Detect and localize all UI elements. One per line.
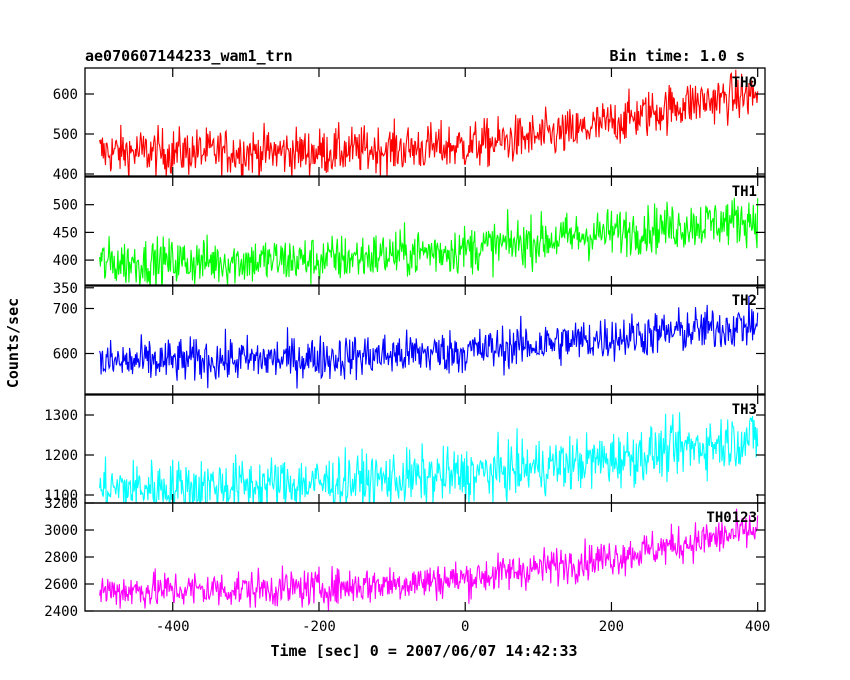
observation-id-title: ae070607144233_wam1_trn xyxy=(85,47,293,65)
panel-th3: 1100 1200 1300 TH3 xyxy=(44,394,766,504)
y-tick-label: 2400 xyxy=(44,604,78,620)
y-tick-label: 600 xyxy=(53,87,78,103)
y-tick-label: 2800 xyxy=(44,550,78,566)
panel-frame xyxy=(84,285,766,395)
panel-th0: 400 500 600 TH0 xyxy=(53,67,766,183)
y-tick-label: 3200 xyxy=(44,496,78,512)
series-line-th0123 xyxy=(99,508,759,611)
y-tick-label: 600 xyxy=(53,347,78,363)
panel-th1: 350 400 450 500 TH1 xyxy=(53,176,766,297)
y-tick-label: 2600 xyxy=(44,577,78,593)
y-tick-label: 500 xyxy=(53,198,78,214)
x-tick-label: 200 xyxy=(599,619,624,635)
y-tick-label: 450 xyxy=(53,225,78,241)
series-line-th0 xyxy=(99,69,759,176)
y-tick-label: 350 xyxy=(53,281,78,297)
x-tick-label: -400 xyxy=(156,619,190,635)
x-tick-label: 0 xyxy=(461,619,469,635)
series-line-th3 xyxy=(99,412,759,503)
x-tick-label: 400 xyxy=(745,619,770,635)
panel-frame xyxy=(84,67,766,177)
panel-th2: 600 700 TH2 xyxy=(53,285,766,395)
panel-th0123: 2400 2600 2800 3000 3200 -400 -200 0 200 400 TH012… xyxy=(44,496,770,635)
panel-label-th0123: TH0123 xyxy=(706,510,757,526)
bin-time-label: Bin time: 1.0 s xyxy=(610,47,745,65)
panel-label-th1: TH1 xyxy=(732,184,757,200)
y-tick-label: 1100 xyxy=(44,488,78,504)
panel-frame xyxy=(84,176,766,286)
y-axis-label: Counts/sec xyxy=(4,298,22,388)
panel-label-th0: TH0 xyxy=(732,75,757,91)
series-line-th1 xyxy=(99,197,759,285)
y-tick-label: 3000 xyxy=(44,523,78,539)
panel-frame xyxy=(84,502,766,612)
x-tick-label: -200 xyxy=(302,619,336,635)
y-tick-label: 500 xyxy=(53,127,78,143)
y-tick-label: 400 xyxy=(53,167,78,183)
y-tick-label: 700 xyxy=(53,302,78,318)
panel-label-th3: TH3 xyxy=(732,402,757,418)
panels-group: 400 500 600 TH0 350 400 450 500 TH1 600 700 TH2 1100… xyxy=(44,67,770,635)
y-tick-label: 1300 xyxy=(44,408,78,424)
series-line-th2 xyxy=(99,295,759,389)
y-tick-label: 1200 xyxy=(44,448,78,464)
panel-label-th2: TH2 xyxy=(732,293,757,309)
x-axis-label: Time [sec] 0 = 2007/06/07 14:42:33 xyxy=(270,642,577,660)
y-tick-label: 400 xyxy=(53,253,78,269)
